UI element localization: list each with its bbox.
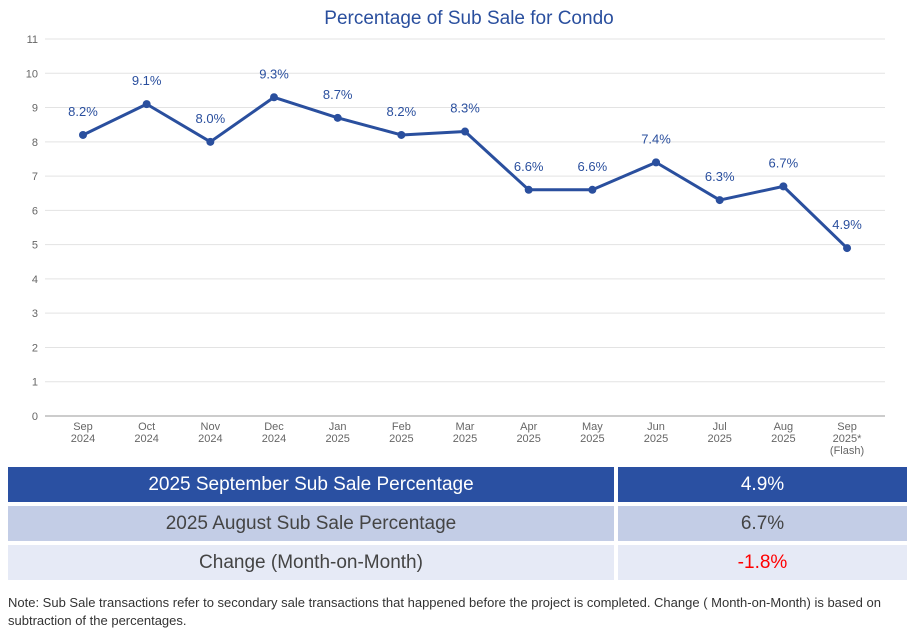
data-label: 6.3%: [705, 169, 735, 184]
data-label: 8.3%: [450, 101, 480, 116]
data-point: [270, 93, 279, 102]
row-value: 6.7%: [618, 506, 907, 541]
footnote: Note: Sub Sale transactions refer to sec…: [8, 595, 881, 628]
row-label: Change (Month-on-Month): [8, 545, 614, 580]
data-point: [779, 182, 788, 191]
data-label: 8.2%: [68, 104, 98, 119]
data-label: 7.4%: [641, 131, 671, 146]
data-point: [333, 113, 342, 122]
y-tick-label: 6: [32, 205, 38, 217]
x-tick-label: Sep 2025* (Flash): [830, 421, 864, 457]
data-point: [79, 130, 87, 139]
summary-row-september: 2025 September Sub Sale Percentage 4.9%: [8, 467, 907, 502]
data-point: [588, 185, 597, 194]
row-value: 4.9%: [618, 467, 907, 502]
data-label: 8.2%: [387, 104, 417, 119]
data-point: [524, 185, 533, 194]
y-tick-label: 0: [32, 411, 38, 423]
x-tick-label: Jun 2025: [644, 421, 668, 445]
data-point: [142, 100, 151, 109]
data-point: [652, 158, 661, 167]
data-label: 9.1%: [132, 73, 162, 88]
row-label: 2025 August Sub Sale Percentage: [8, 506, 614, 541]
data-point: [397, 130, 406, 139]
data-label: 8.0%: [196, 111, 226, 126]
x-tick-label: Nov 2024: [198, 421, 222, 445]
data-label: 6.7%: [769, 155, 799, 170]
y-tick-label: 9: [32, 103, 38, 115]
x-tick-label: Aug 2025: [771, 421, 795, 445]
x-tick-label: Apr 2025: [516, 421, 540, 445]
data-label: 4.9%: [832, 217, 862, 232]
y-tick-label: 10: [26, 68, 38, 80]
y-tick-label: 3: [32, 308, 38, 320]
row-label: 2025 September Sub Sale Percentage: [8, 467, 614, 502]
data-point: [206, 137, 215, 146]
y-tick-label: 5: [32, 240, 38, 252]
row-value-change: -1.8%: [618, 545, 907, 580]
data-label: 8.7%: [323, 87, 353, 102]
x-tick-label: Jan 2025: [325, 421, 349, 445]
y-tick-label: 4: [32, 274, 38, 286]
data-point: [843, 244, 852, 253]
data-point: [461, 127, 470, 136]
y-tick-label: 7: [32, 171, 38, 183]
y-tick-label: 1: [32, 377, 38, 389]
y-tick-label: 2: [32, 342, 38, 354]
x-tick-label: Feb 2025: [389, 421, 413, 445]
x-tick-label: Dec 2024: [262, 421, 286, 445]
line-chart: Percentage of Sub Sale for Condo 0 1 2 3 4 5 6…: [26, 8, 885, 457]
summary-row-change: Change (Month-on-Month) -1.8%: [8, 545, 907, 580]
data-label: 6.6%: [578, 159, 608, 174]
chart-title: Percentage of Sub Sale for Condo: [324, 8, 613, 29]
x-tick-label: Oct 2024: [134, 421, 158, 445]
summary-row-august: 2025 August Sub Sale Percentage 6.7%: [8, 506, 907, 541]
x-tick-label: Jul 2025: [707, 421, 731, 445]
x-tick-label: Mar 2025: [453, 421, 477, 445]
data-label: 6.6%: [514, 159, 544, 174]
x-tick-label: May 2025: [580, 421, 604, 445]
y-tick-label: 11: [27, 34, 38, 46]
data-point: [715, 196, 724, 205]
y-tick-label: 8: [32, 137, 38, 149]
data-label: 9.3%: [259, 66, 289, 81]
x-tick-label: Sep 2024: [71, 421, 95, 445]
